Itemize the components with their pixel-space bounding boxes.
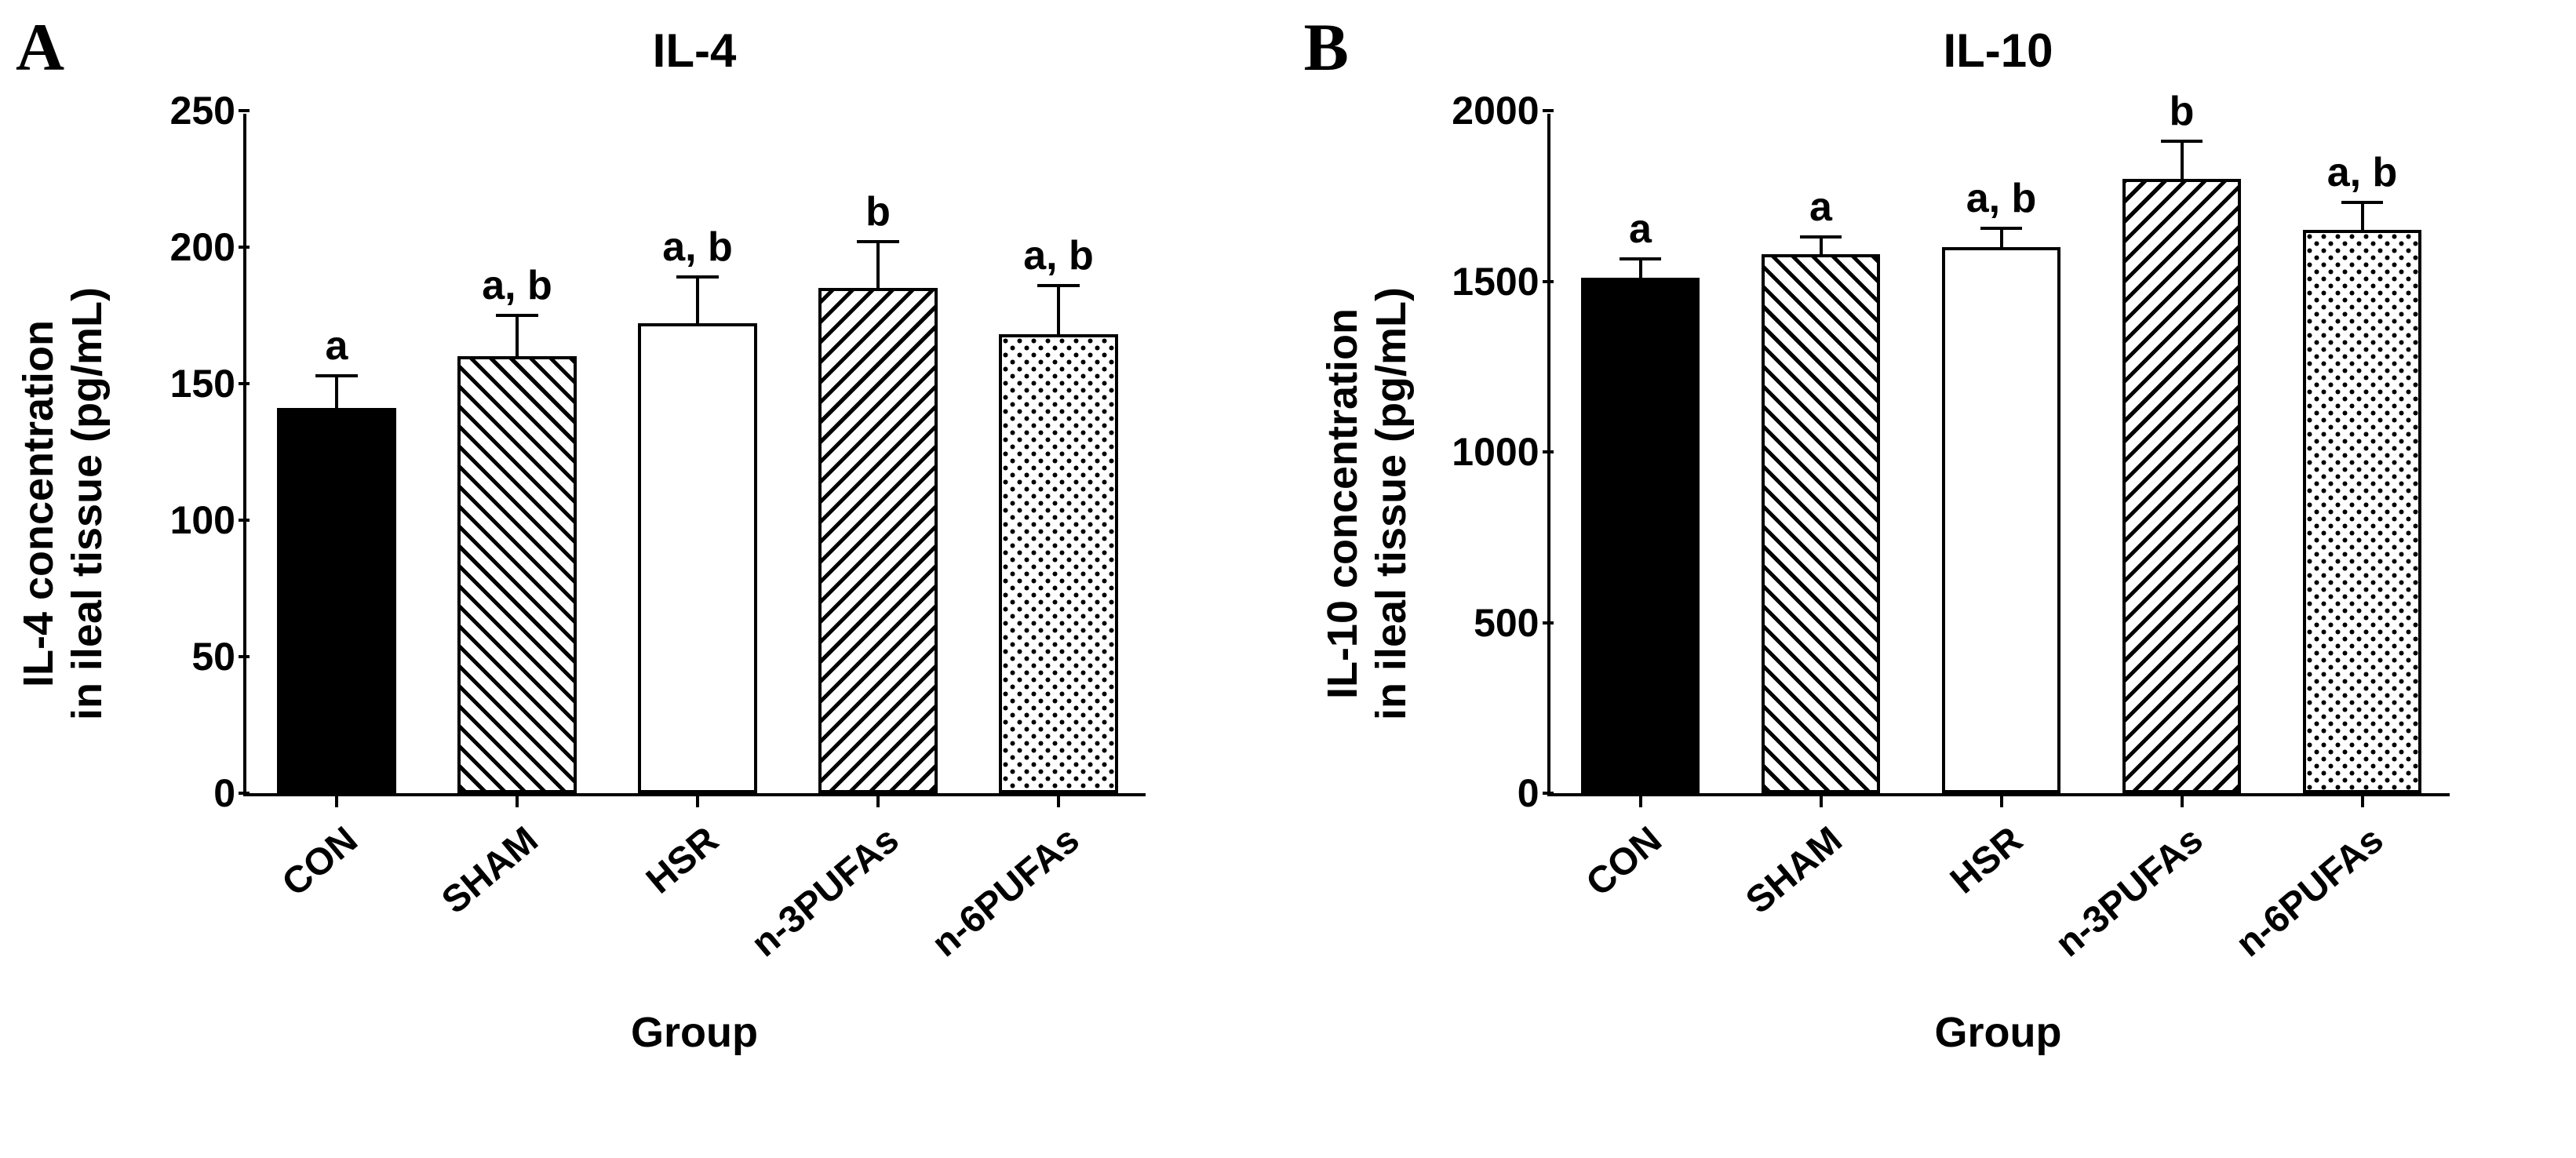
- error-stem: [516, 315, 519, 356]
- error-stem: [1057, 286, 1060, 335]
- xtick-mark: [1057, 796, 1060, 807]
- sig-label: a, b: [996, 232, 1121, 279]
- plot-area: 0500100015002000aaa, bba, b: [1547, 114, 2450, 796]
- x-category-label: HSR: [638, 818, 727, 902]
- bar-n-3PUFAs: [818, 288, 938, 793]
- panel-B: B IL-10 0 500 1000 1500 2000 a a a, b b a, b CON SHAM…: [1288, 0, 2576, 1158]
- sig-label: a, b: [454, 262, 580, 309]
- panel-label-B: B: [1304, 8, 1349, 86]
- xtick-mark: [335, 796, 338, 807]
- bar-n-3PUFAs: [2122, 179, 2242, 793]
- y-axis-title: IL-4 concentrationin ileal tissue (pg/mL…: [14, 162, 111, 845]
- xtick-mark: [2181, 796, 2184, 807]
- error-stem: [2181, 141, 2184, 179]
- xtick-mark: [2000, 796, 2003, 807]
- error-cap: [2341, 201, 2383, 204]
- xtick-mark: [516, 796, 519, 807]
- error-cap: [857, 240, 898, 243]
- ytick: 250: [170, 88, 246, 133]
- sig-label: b: [2119, 88, 2245, 135]
- x-category-label: CON: [1578, 818, 1670, 905]
- ytick: 0: [213, 770, 246, 816]
- ytick: 150: [170, 361, 246, 406]
- error-stem: [1820, 237, 1823, 254]
- error-stem: [335, 376, 338, 409]
- sig-label: a: [274, 322, 399, 370]
- bar-CON: [1581, 278, 1700, 793]
- x-category-label: n-6PUFAs: [924, 818, 1088, 966]
- bar-HSR: [1942, 247, 2061, 793]
- bar-SHAM: [1762, 254, 1881, 793]
- x-category-label: SHAM: [1737, 818, 1850, 923]
- bar-n-6PUFAs: [2303, 230, 2422, 793]
- error-stem: [876, 242, 880, 288]
- chart-title: IL-10: [1920, 24, 2077, 78]
- sig-label: a, b: [2300, 149, 2425, 196]
- sig-label: a: [1578, 206, 1703, 253]
- x-axis-title: Group: [1904, 1008, 2093, 1057]
- ytick: 0: [1518, 770, 1550, 816]
- ytick: 500: [1474, 600, 1550, 646]
- error-cap: [676, 275, 718, 279]
- error-stem: [1639, 259, 1642, 278]
- x-category-label: n-3PUFAs: [743, 818, 907, 966]
- error-cap: [1800, 235, 1842, 239]
- ytick: 50: [191, 634, 246, 679]
- xtick-mark: [696, 796, 699, 807]
- xtick-mark: [1820, 796, 1823, 807]
- x-category-label: HSR: [1942, 818, 2031, 902]
- x-category-label: n-3PUFAs: [2047, 818, 2211, 966]
- error-cap: [2161, 140, 2203, 143]
- xtick-mark: [2361, 796, 2364, 807]
- xtick-mark: [876, 796, 880, 807]
- x-category-label: CON: [274, 818, 366, 905]
- y-axis-title: IL-10 concentrationin ileal tissue (pg/m…: [1318, 162, 1416, 845]
- sig-label: a, b: [1939, 175, 2064, 222]
- error-stem: [696, 277, 699, 323]
- bar-HSR: [638, 323, 757, 793]
- sig-label: a: [1758, 184, 1884, 231]
- x-axis-title: Group: [600, 1008, 789, 1057]
- ytick: 2000: [1452, 88, 1550, 133]
- sig-label: a, b: [635, 224, 760, 271]
- bar-SHAM: [457, 356, 577, 793]
- sig-label: b: [815, 188, 941, 235]
- error-cap: [1620, 257, 1661, 260]
- error-stem: [2000, 228, 2003, 247]
- chart-title: IL-4: [616, 24, 773, 78]
- ytick: 100: [170, 497, 246, 543]
- error-cap: [1980, 227, 2022, 230]
- x-category-label: SHAM: [434, 818, 547, 923]
- error-cap: [315, 374, 357, 377]
- error-cap: [496, 314, 537, 317]
- ytick: 1500: [1452, 259, 1550, 304]
- bar-n-6PUFAs: [999, 334, 1118, 793]
- panel-label-A: A: [16, 8, 64, 86]
- plot-area: 050100150200250aa, ba, bba, b: [243, 114, 1146, 796]
- ytick: 1000: [1452, 429, 1550, 475]
- bar-CON: [277, 408, 396, 793]
- ytick: 200: [170, 224, 246, 270]
- panel-A: A IL-4 0 50 100 150 200 250 a a, b a, b b a, b CON SHA…: [0, 0, 1288, 1158]
- figure: A IL-4 0 50 100 150 200 250 a a, b a, b b a, b CON SHA…: [0, 0, 2576, 1158]
- x-category-label: n-6PUFAs: [2228, 818, 2392, 966]
- error-cap: [1037, 284, 1079, 287]
- xtick-mark: [1639, 796, 1642, 807]
- error-stem: [2361, 202, 2364, 230]
